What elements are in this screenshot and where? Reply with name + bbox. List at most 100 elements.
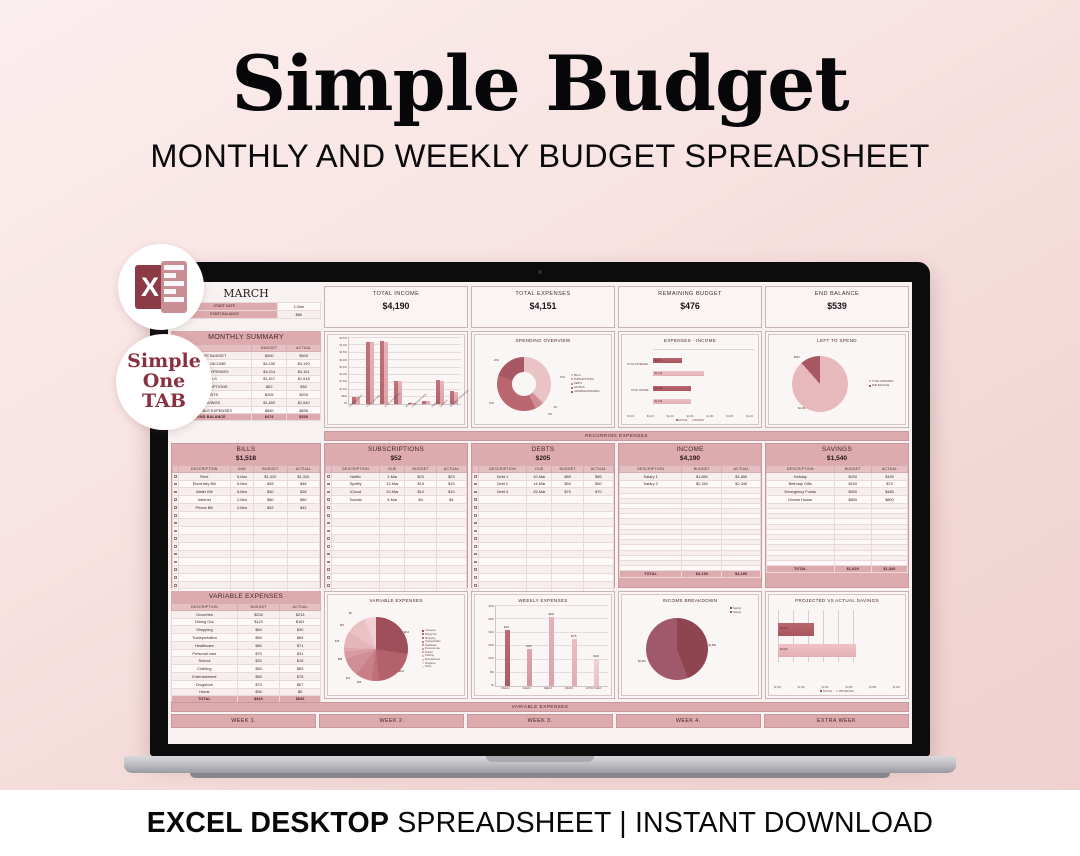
- cell-actual[interactable]: $1,518: [286, 374, 321, 384]
- row-checkbox[interactable]: [327, 545, 330, 548]
- cell-actual[interactable]: $85: [582, 471, 615, 481]
- cell-actual[interactable]: $190: [871, 471, 908, 481]
- cell-actual[interactable]: $500: [286, 351, 321, 360]
- row-checkbox[interactable]: [474, 552, 477, 556]
- cell-actual[interactable]: $23: [435, 471, 468, 481]
- cell-budget[interactable]: $2,340: [681, 479, 723, 489]
- cell-description[interactable]: Clothing: [171, 664, 238, 673]
- row-checkbox[interactable]: [474, 490, 477, 494]
- cell-budget[interactable]: $70: [551, 487, 584, 497]
- cell-description[interactable]: Debt 3: [477, 487, 528, 497]
- row-checkbox[interactable]: [327, 490, 330, 494]
- cell-actual[interactable]: $52: [286, 382, 321, 392]
- cell-actual[interactable]: $4,190: [286, 358, 321, 368]
- cell-description[interactable]: iCloud: [330, 487, 381, 497]
- row-checkbox[interactable]: [327, 482, 330, 486]
- cell-actual[interactable]: $10: [435, 487, 468, 497]
- cell-budget[interactable]: $1,850: [681, 471, 723, 481]
- cell-actual[interactable]: $71: [279, 640, 321, 650]
- cell-actual[interactable]: $836: [286, 405, 321, 415]
- cell-due[interactable]: 10-Mar: [526, 471, 553, 481]
- cell-due[interactable]: 2-Mar: [229, 502, 254, 512]
- row-checkbox[interactable]: [474, 498, 477, 501]
- row-checkbox[interactable]: [327, 513, 330, 517]
- cell-due[interactable]: 5-Mar: [229, 479, 254, 489]
- cell-budget[interactable]: $50: [236, 672, 281, 681]
- cell-actual[interactable]: $48: [286, 479, 321, 489]
- chart-expenses-income[interactable]: EXPENSES - INCOME TOTAL EXPENSES TOTAL I…: [618, 331, 762, 428]
- row-checkbox[interactable]: [174, 482, 177, 486]
- cell-due[interactable]: 12-Mar: [379, 479, 406, 489]
- cell-due[interactable]: 25-Mar: [526, 487, 553, 497]
- row-checkbox[interactable]: [174, 513, 177, 517]
- cell-description[interactable]: Personal care: [171, 648, 238, 658]
- cell-description[interactable]: Entertainment: [171, 672, 238, 681]
- row-checkbox[interactable]: [474, 537, 477, 540]
- cell-budget[interactable]: $10: [404, 487, 437, 497]
- cell-budget[interactable]: $100: [833, 479, 873, 489]
- week-tab-3[interactable]: WEEK 3.: [467, 713, 613, 728]
- cell-due[interactable]: 2-Mar: [229, 495, 254, 504]
- row-checkbox[interactable]: [474, 545, 477, 548]
- cell-description[interactable]: Spotify: [330, 479, 381, 489]
- cell-description[interactable]: Dining Out: [171, 617, 238, 627]
- cell-actual[interactable]: $0: [279, 687, 321, 697]
- cell-actual[interactable]: $65: [279, 633, 321, 642]
- cell-actual[interactable]: $70: [871, 479, 908, 489]
- row-checkbox[interactable]: [174, 529, 177, 533]
- cell-description[interactable]: Healthcare: [171, 640, 238, 650]
- cell-budget[interactable]: $800: [833, 495, 873, 504]
- cell-due[interactable]: 5-Mar: [229, 471, 254, 481]
- cell-actual[interactable]: $213: [279, 609, 321, 619]
- row-checkbox[interactable]: [474, 576, 477, 579]
- cell-actual[interactable]: $65: [279, 664, 321, 673]
- cell-actual[interactable]: $50: [582, 479, 615, 489]
- cell-actual[interactable]: $80: [286, 495, 321, 504]
- row-checkbox[interactable]: [174, 498, 177, 501]
- cell-actual[interactable]: $2,340: [721, 479, 761, 489]
- week-tab-1[interactable]: WEEK 1.: [171, 713, 317, 728]
- bills-table[interactable]: DESCRIPTION DUE BUDGET ACTUAL Rent 5-Mar $…: [172, 464, 321, 612]
- week-tab-extra[interactable]: EXTRA WEEK: [763, 713, 910, 728]
- cell-budget[interactable]: $42: [252, 502, 288, 512]
- cell-description[interactable]: Groceries: [171, 609, 238, 619]
- cell-actual[interactable]: $28: [286, 487, 321, 497]
- cell-budget[interactable]: $200: [833, 471, 873, 481]
- cell-actual[interactable]: $1,850: [721, 471, 761, 481]
- debts-table[interactable]: DESCRIPTION DUE BUDGET ACTUAL Debt 1 10-M…: [472, 464, 615, 612]
- cell-description[interactable]: Electricity Bill: [177, 479, 231, 489]
- cell-description[interactable]: Salary 1: [618, 471, 683, 481]
- cell-actual[interactable]: $4,151: [286, 366, 321, 376]
- start-date-value[interactable]: 1-Mar: [276, 302, 322, 311]
- row-checkbox[interactable]: [474, 560, 477, 564]
- row-checkbox[interactable]: [327, 560, 330, 564]
- chart-projected-vs-actual-savings[interactable]: PROJECTED VS ACTUAL SAVINGS $1,540: [765, 590, 909, 699]
- row-checkbox[interactable]: [174, 583, 177, 587]
- cell-actual[interactable]: $800: [871, 495, 908, 504]
- cell-description[interactable]: Water Bill: [177, 487, 231, 497]
- cell-due[interactable]: 6-Mar: [379, 495, 406, 504]
- cell-description[interactable]: Birthday Gifts: [766, 479, 835, 489]
- row-checkbox[interactable]: [327, 506, 330, 509]
- cell-budget[interactable]: $840: [251, 405, 288, 415]
- variable-expenses-table[interactable]: DESCRIPTION BUDGET ACTUAL Groceries $230 $…: [171, 602, 321, 704]
- cell-actual[interactable]: $15: [279, 656, 321, 666]
- cell-due[interactable]: 14-Mar: [526, 479, 553, 489]
- cell-actual[interactable]: $31: [279, 648, 321, 658]
- chart-income-breakdown[interactable]: INCOME BREAKDOWN $1,850 $2,340 Salary1 S…: [618, 590, 762, 699]
- chart-left-to-spend[interactable]: LEFT TO SPEND $539 $4,151 TOTAL EXPENSES…: [765, 331, 909, 428]
- cell-due[interactable]: 20-Mar: [379, 487, 406, 497]
- row-checkbox[interactable]: [327, 498, 330, 501]
- subscriptions-table[interactable]: DESCRIPTION DUE BUDGET ACTUAL Netflix 2-M…: [325, 464, 468, 612]
- cell-actual[interactable]: $161: [279, 617, 321, 627]
- cell-description[interactable]: Debt 2: [477, 479, 528, 489]
- cell-budget[interactable]: $205: [251, 390, 288, 399]
- week-tabs[interactable]: WEEK 1. WEEK 2. WEEK 3. WEEK 4. EXTRA WE…: [171, 713, 910, 728]
- cell-actual[interactable]: $70: [582, 487, 615, 497]
- savings-table[interactable]: DESCRIPTION BUDGET ACTUAL Holiday $200 $19…: [766, 464, 908, 573]
- chart-spending-overview[interactable]: SPENDING OVERVIEW 37% 1% 5% 37% 20%: [471, 331, 615, 428]
- row-checkbox[interactable]: [174, 576, 177, 579]
- start-info-table[interactable]: START DATE 1-Mar START BALANCE $80: [171, 302, 322, 319]
- cell-actual[interactable]: $480: [871, 487, 908, 497]
- row-checkbox[interactable]: [474, 482, 477, 486]
